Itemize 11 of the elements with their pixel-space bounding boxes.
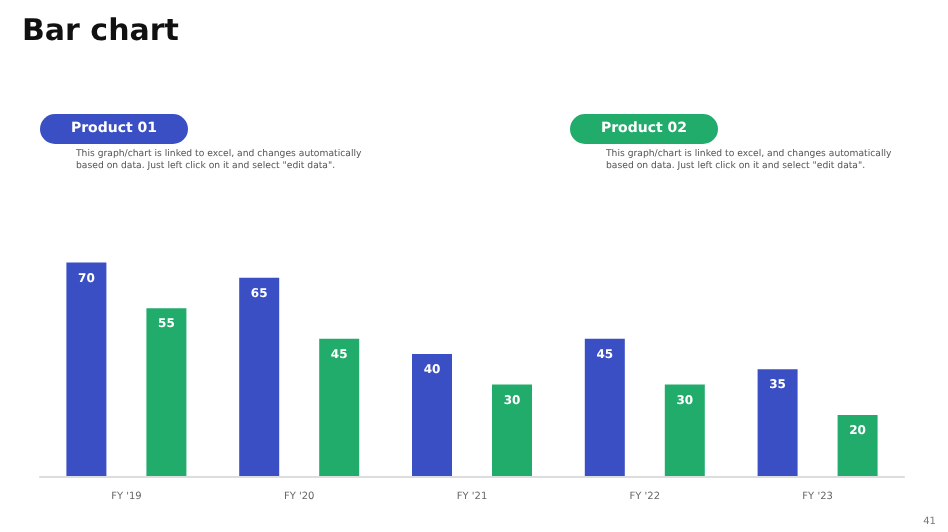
bar bbox=[412, 354, 452, 476]
bar bbox=[319, 338, 360, 476]
bar bbox=[492, 384, 532, 476]
bar bbox=[239, 277, 280, 476]
bar bbox=[146, 308, 187, 476]
bar bbox=[837, 415, 878, 476]
bar bbox=[664, 384, 705, 476]
bar bbox=[757, 369, 798, 476]
chart-title: Bar chart bbox=[22, 12, 179, 48]
bar bbox=[66, 262, 107, 476]
bar bbox=[584, 338, 625, 476]
